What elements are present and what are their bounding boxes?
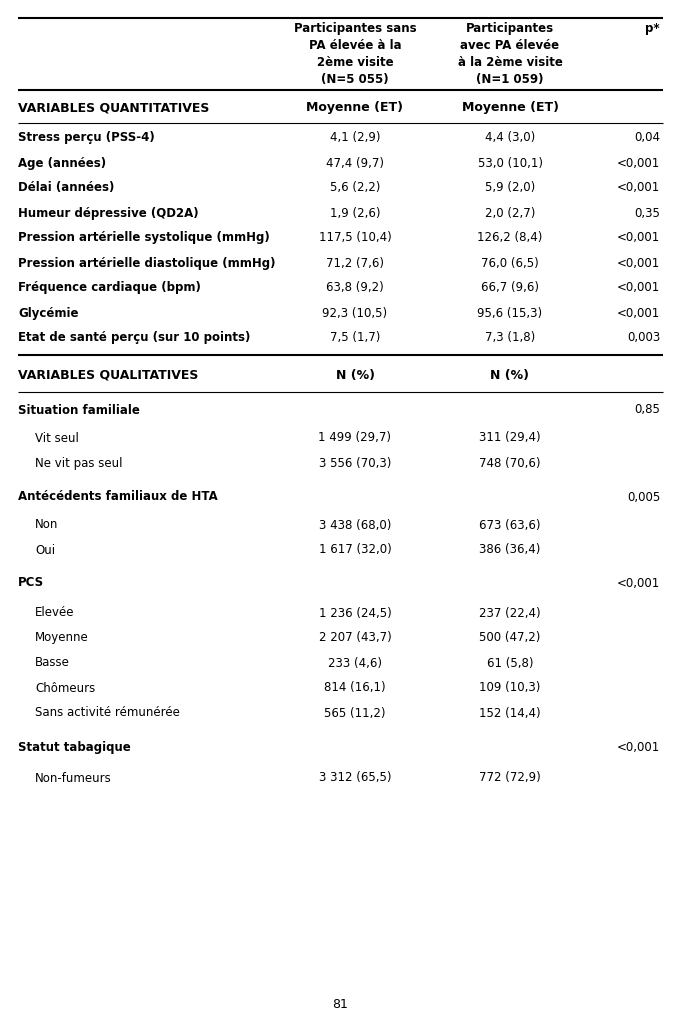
Text: Antécédents familiaux de HTA: Antécédents familiaux de HTA (18, 490, 218, 504)
Text: <0,001: <0,001 (617, 257, 660, 269)
Text: 117,5 (10,4): 117,5 (10,4) (319, 231, 392, 245)
Text: 0,04: 0,04 (634, 132, 660, 145)
Text: 95,6 (15,3): 95,6 (15,3) (477, 306, 543, 320)
Text: 152 (14,4): 152 (14,4) (479, 706, 541, 720)
Text: Pression artérielle diastolique (mmHg): Pression artérielle diastolique (mmHg) (18, 257, 276, 269)
Text: Moyenne (ET): Moyenne (ET) (306, 102, 404, 114)
Text: Pression artérielle systolique (mmHg): Pression artérielle systolique (mmHg) (18, 231, 270, 245)
Text: 4,1 (2,9): 4,1 (2,9) (330, 132, 380, 145)
Text: Chômeurs: Chômeurs (35, 682, 95, 695)
Text: 0,85: 0,85 (634, 404, 660, 416)
Text: 63,8 (9,2): 63,8 (9,2) (326, 282, 384, 294)
Text: 47,4 (9,7): 47,4 (9,7) (326, 156, 384, 170)
Text: Oui: Oui (35, 544, 55, 556)
Text: 109 (10,3): 109 (10,3) (479, 682, 541, 695)
Text: 126,2 (8,4): 126,2 (8,4) (477, 231, 543, 245)
Text: 311 (29,4): 311 (29,4) (479, 432, 541, 444)
Text: Stress perçu (PSS-4): Stress perçu (PSS-4) (18, 132, 155, 145)
Text: 2,0 (2,7): 2,0 (2,7) (485, 207, 535, 220)
Text: p*: p* (646, 22, 660, 35)
Text: 748 (70,6): 748 (70,6) (479, 456, 541, 470)
Text: 4,4 (3,0): 4,4 (3,0) (485, 132, 535, 145)
Text: 565 (11,2): 565 (11,2) (324, 706, 385, 720)
Text: VARIABLES QUANTITATIVES: VARIABLES QUANTITATIVES (18, 102, 209, 114)
Text: Moyenne (ET): Moyenne (ET) (462, 102, 558, 114)
Text: PCS: PCS (18, 577, 44, 589)
Text: Basse: Basse (35, 657, 70, 669)
Text: 5,6 (2,2): 5,6 (2,2) (330, 182, 380, 194)
Text: Moyenne: Moyenne (35, 631, 89, 645)
Text: Sans activité rémunérée: Sans activité rémunérée (35, 706, 180, 720)
Text: 1 236 (24,5): 1 236 (24,5) (319, 607, 392, 620)
Text: Elevée: Elevée (35, 607, 74, 620)
Text: 76,0 (6,5): 76,0 (6,5) (481, 257, 539, 269)
Text: Statut tabagique: Statut tabagique (18, 741, 131, 755)
Text: <0,001: <0,001 (617, 282, 660, 294)
Text: <0,001: <0,001 (617, 577, 660, 589)
Text: Age (années): Age (années) (18, 156, 106, 170)
Text: 386 (36,4): 386 (36,4) (479, 544, 541, 556)
Text: 7,5 (1,7): 7,5 (1,7) (330, 331, 380, 344)
Text: Etat de santé perçu (sur 10 points): Etat de santé perçu (sur 10 points) (18, 331, 251, 344)
Text: 61 (5,8): 61 (5,8) (487, 657, 533, 669)
Text: 5,9 (2,0): 5,9 (2,0) (485, 182, 535, 194)
Text: Glycémie: Glycémie (18, 306, 78, 320)
Text: <0,001: <0,001 (617, 306, 660, 320)
Text: 0,35: 0,35 (634, 207, 660, 220)
Text: <0,001: <0,001 (617, 231, 660, 245)
Text: 3 556 (70,3): 3 556 (70,3) (319, 456, 391, 470)
Text: 3 438 (68,0): 3 438 (68,0) (319, 518, 391, 531)
Text: 53,0 (10,1): 53,0 (10,1) (477, 156, 543, 170)
Text: 66,7 (9,6): 66,7 (9,6) (481, 282, 539, 294)
Text: Humeur dépressive (QD2A): Humeur dépressive (QD2A) (18, 207, 199, 220)
Text: 673 (63,6): 673 (63,6) (479, 518, 541, 531)
Text: <0,001: <0,001 (617, 156, 660, 170)
Text: 233 (4,6): 233 (4,6) (328, 657, 382, 669)
Text: 2 207 (43,7): 2 207 (43,7) (319, 631, 392, 645)
Text: 71,2 (7,6): 71,2 (7,6) (326, 257, 384, 269)
Text: N (%): N (%) (490, 368, 530, 381)
Text: 81: 81 (332, 998, 348, 1012)
Text: 0,005: 0,005 (627, 490, 660, 504)
Text: Fréquence cardiaque (bpm): Fréquence cardiaque (bpm) (18, 282, 201, 294)
Text: Situation familiale: Situation familiale (18, 404, 140, 416)
Text: Vit seul: Vit seul (35, 432, 79, 444)
Text: 772 (72,9): 772 (72,9) (479, 771, 541, 784)
Text: 500 (47,2): 500 (47,2) (479, 631, 541, 645)
Text: 1 617 (32,0): 1 617 (32,0) (319, 544, 392, 556)
Text: 814 (16,1): 814 (16,1) (324, 682, 386, 695)
Text: Ne vit pas seul: Ne vit pas seul (35, 456, 123, 470)
Text: 92,3 (10,5): 92,3 (10,5) (322, 306, 387, 320)
Text: Non: Non (35, 518, 59, 531)
Text: 7,3 (1,8): 7,3 (1,8) (485, 331, 535, 344)
Text: 1 499 (29,7): 1 499 (29,7) (319, 432, 392, 444)
Text: Participantes
avec PA élevée
à la 2ème visite
(N=1 059): Participantes avec PA élevée à la 2ème v… (458, 22, 563, 86)
Text: 3 312 (65,5): 3 312 (65,5) (319, 771, 392, 784)
Text: Délai (années): Délai (années) (18, 182, 114, 194)
Text: <0,001: <0,001 (617, 741, 660, 755)
Text: 0,003: 0,003 (627, 331, 660, 344)
Text: 1,9 (2,6): 1,9 (2,6) (330, 207, 380, 220)
Text: N (%): N (%) (336, 368, 375, 381)
Text: VARIABLES QUALITATIVES: VARIABLES QUALITATIVES (18, 368, 198, 381)
Text: Participantes sans
PA élevée à la
2ème visite
(N=5 055): Participantes sans PA élevée à la 2ème v… (294, 22, 416, 86)
Text: <0,001: <0,001 (617, 182, 660, 194)
Text: 237 (22,4): 237 (22,4) (479, 607, 541, 620)
Text: Non-fumeurs: Non-fumeurs (35, 771, 112, 784)
